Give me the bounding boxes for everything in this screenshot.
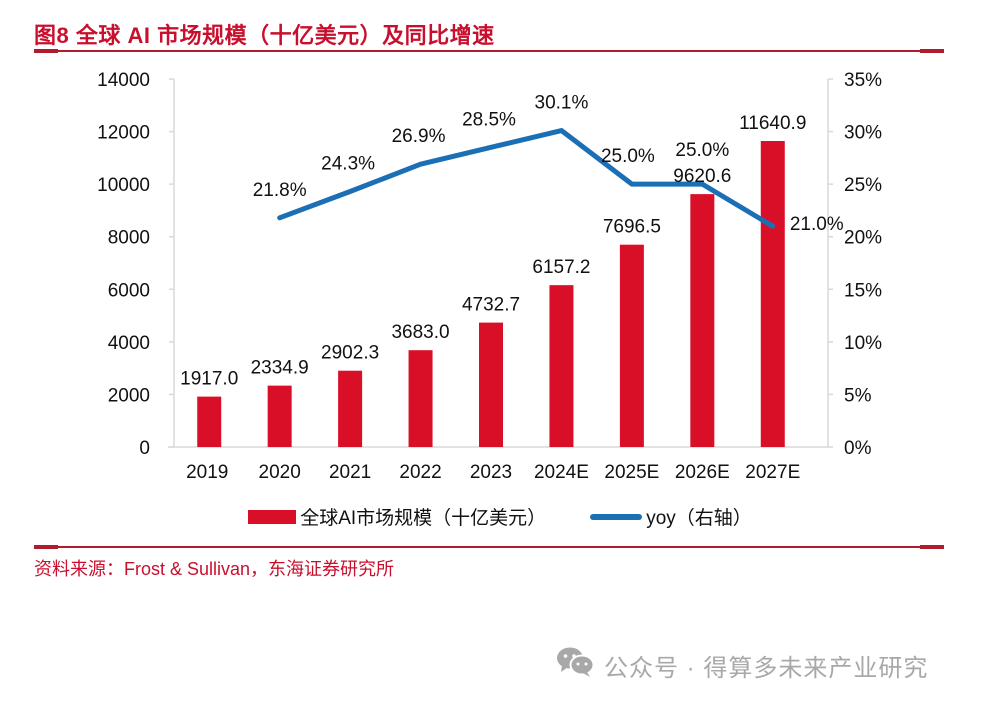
yoy-data-label: 21.0% [790,214,844,235]
legend-swatch-bar [248,509,297,524]
x-axis-tick-label: 2019 [186,462,228,483]
bar [619,244,644,447]
watermark: 公众号 · 得算多未来产业研究 [556,646,928,685]
x-axis-tick-label: 2025E [604,462,659,483]
wechat-icon [556,646,596,685]
left-axis-tick-label: 8000 [108,228,150,249]
right-axis-tick-label: 30% [844,123,882,144]
legend-item-line: yoy（右轴） [590,503,752,530]
yoy-data-label: 30.1% [535,93,589,114]
right-axis-tick-label: 25% [844,175,882,196]
bar [197,396,222,447]
x-axis-tick-label: 2021 [329,462,371,483]
left-axis-tick-label: 14000 [97,70,150,91]
left-axis-tick-label: 0 [139,438,150,459]
left-axis-tick-label: 2000 [108,385,150,406]
bar [267,385,292,447]
bar-data-label: 2334.9 [251,358,309,379]
x-axis-tick-label: 2022 [399,462,441,483]
legend-label-bar: 全球AI市场规模（十亿美元） [300,508,547,529]
left-axis-tick-label: 4000 [108,333,150,354]
bar [690,194,715,447]
watermark-text: 公众号 · 得算多未来产业研究 [604,655,929,682]
legend: 全球AI市场规模（十亿美元） yoy（右轴） [0,503,1000,530]
right-axis-tick-label: 15% [844,280,882,301]
title-divider [34,49,944,53]
legend-swatch-line [590,513,643,520]
right-axis-tick-label: 0% [844,438,872,459]
left-axis-tick-label: 12000 [97,123,150,144]
yoy-data-label: 24.3% [321,154,375,175]
yoy-line [277,128,776,229]
yoy-data-label: 25.0% [675,140,729,161]
bar-data-label: 2902.3 [321,343,379,364]
bar-data-label: 1917.0 [180,369,238,390]
yoy-data-label: 21.8% [253,180,307,201]
right-axis-tick-label: 10% [844,333,882,354]
bar [338,370,363,447]
figure-title: 图8 全球 AI 市场规模（十亿美元）及同比增速 [34,23,495,48]
bar-data-label: 7696.5 [603,217,661,238]
left-axis-tick-label: 6000 [108,280,150,301]
yoy-data-label: 25.0% [601,146,655,167]
x-axis-tick-label: 2023 [470,462,512,483]
x-axis-tick-label: 2024E [534,462,589,483]
left-axis-tick-label: 10000 [97,175,150,196]
yoy-data-label: 26.9% [392,126,446,147]
right-axis-tick-label: 5% [844,385,872,406]
bar-data-label: 9620.6 [673,166,731,187]
yoy-data-label: 28.5% [462,109,516,130]
legend-label-line: yoy（右轴） [646,508,752,529]
bar-data-label: 11640.9 [739,113,806,134]
right-axis-tick-label: 20% [844,228,882,249]
right-axis-tick-label: 35% [844,70,882,91]
x-axis-tick-label: 2027E [745,462,800,483]
x-axis-tick-label: 2020 [259,462,301,483]
bar-data-label: 6157.2 [532,257,590,278]
legend-item-bar: 全球AI市场规模（十亿美元） [248,503,546,530]
x-axis-tick-label: 2026E [675,462,730,483]
bar-data-label: 3683.0 [391,322,449,343]
bar [760,141,785,448]
axes: 020004000600080001000012000140000%5%10%1… [97,70,882,483]
source-note: 资料来源：Frost & Sullivan，东海证券研究所 [34,559,395,579]
chart: 020004000600080001000012000140000%5%10%1… [97,70,882,483]
source-divider [34,545,944,549]
bar [549,285,574,447]
data-labels: 1917.0 2334.9 2902.3 3683.0 4732.7 6157.2 7696… [180,93,844,390]
bar [479,322,503,447]
bar [408,350,433,447]
line-series [277,128,776,229]
bar-data-label: 4732.7 [462,295,520,316]
bar-series [197,141,785,448]
